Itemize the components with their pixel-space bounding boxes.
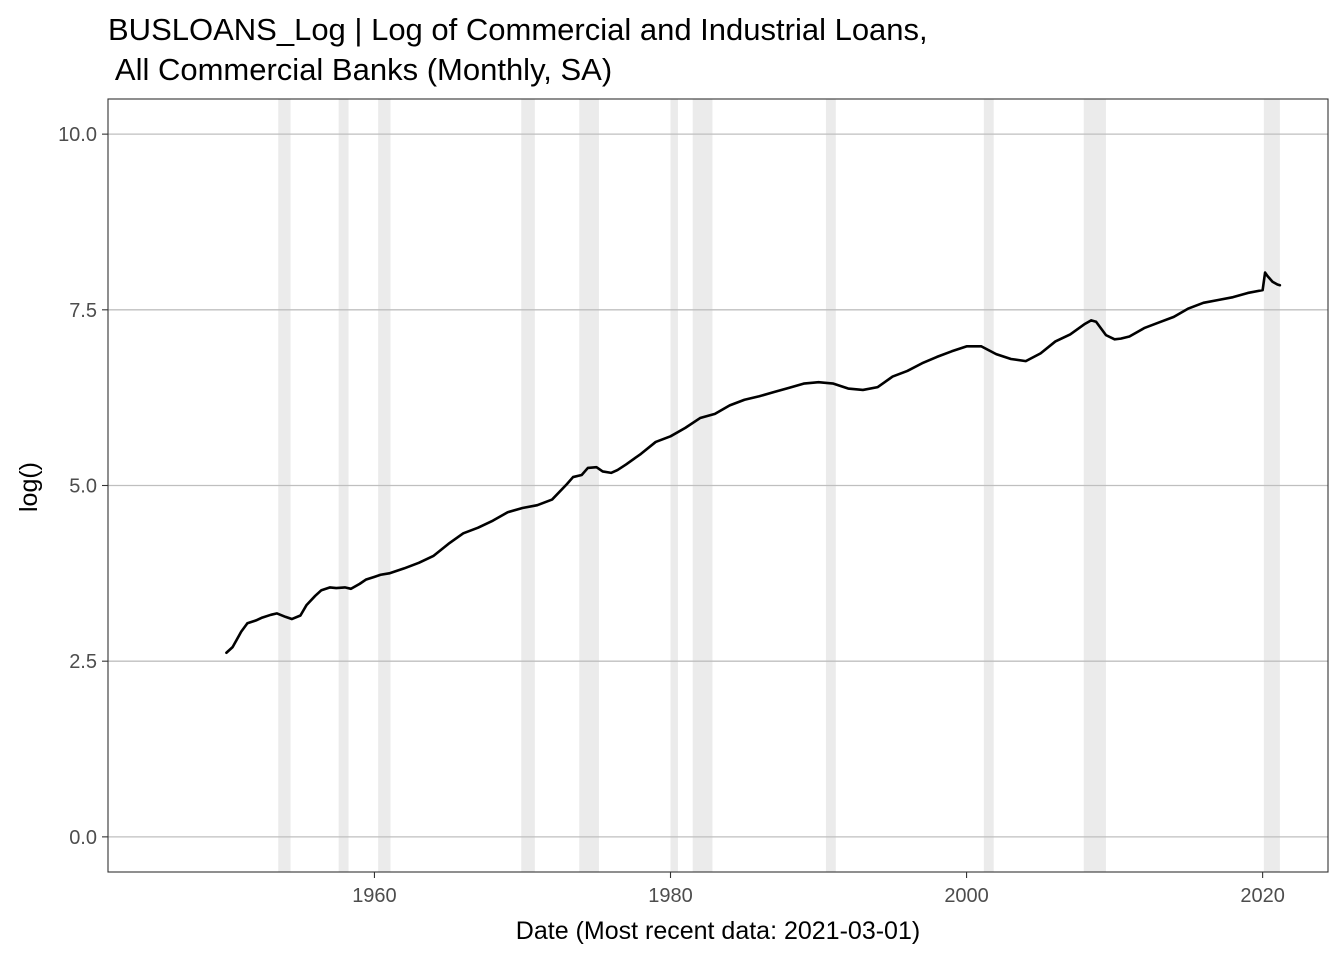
y-tick-label: 5.0 [69, 476, 97, 498]
x-axis-title: Date (Most recent data: 2021-03-01) [516, 917, 920, 945]
x-axis-ticks: 1960 1980 2000 2020 [352, 872, 1285, 907]
x-tick-label: 1960 [352, 885, 397, 907]
gridlines [108, 133, 1328, 838]
series-lines [225, 271, 1282, 655]
chart-subtitle: All Commercial Banks (Monthly, SA) [108, 52, 612, 87]
y-axis-ticks: 0.0 2.5 5.0 7.5 10.0 [58, 124, 108, 849]
chart-title: BUSLOANS_Log | Log of Commercial and Ind… [108, 12, 928, 47]
series-line [225, 271, 1282, 655]
y-axis-title: log() [15, 462, 43, 512]
x-tick-label: 2020 [1240, 885, 1285, 907]
x-tick-label: 2000 [944, 885, 989, 907]
y-tick-label: 7.5 [69, 300, 97, 322]
y-tick-label: 10.0 [58, 124, 97, 146]
x-tick-label: 1980 [648, 885, 693, 907]
y-tick-label: 0.0 [69, 827, 97, 849]
y-tick-label: 2.5 [69, 651, 97, 673]
